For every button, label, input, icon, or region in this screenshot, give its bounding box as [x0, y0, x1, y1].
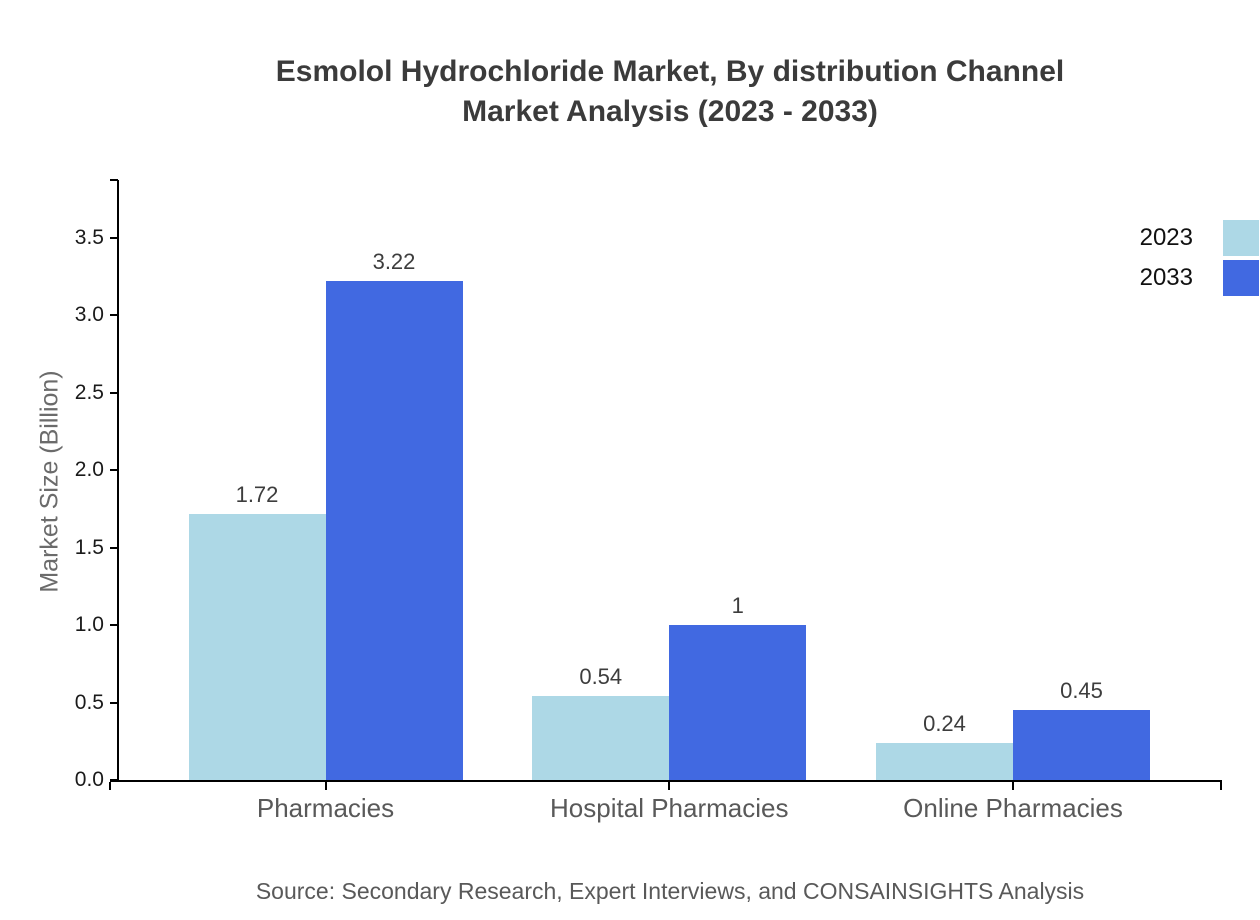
- chart-title: Esmolol Hydrochloride Market, By distrib…: [118, 52, 1222, 132]
- chart-title-line-2: Market Analysis (2023 - 2033): [462, 95, 878, 128]
- y-tick: [110, 624, 118, 627]
- bar-2023: [876, 742, 1013, 780]
- y-tick-label: 3.5: [74, 226, 104, 250]
- bar-2033: [325, 281, 463, 780]
- legend-item-2033: 2033: [1140, 260, 1259, 296]
- x-axis-line: [110, 780, 1222, 782]
- legend-label-2023: 2023: [1139, 224, 1193, 251]
- legend-swatch-2033: [1223, 260, 1259, 296]
- bar-2023: [188, 513, 326, 780]
- chart-title-line-1: Esmolol Hydrochloride Market, By distrib…: [275, 55, 1065, 88]
- y-tick: [110, 779, 118, 781]
- bar-value-label: 1.72: [235, 481, 279, 507]
- x-category-label: Hospital Pharmacies: [550, 793, 789, 823]
- y-tick: [110, 237, 118, 240]
- y-tick: [110, 391, 118, 394]
- legend: 2023 2033: [1140, 220, 1259, 300]
- x-tick: [1012, 782, 1014, 790]
- bar-value-label: 0.24: [923, 710, 966, 736]
- y-tick-label: 2.5: [74, 380, 104, 404]
- x-category-label: Pharmacies: [256, 793, 395, 823]
- y-tick-label: 1.0: [74, 613, 104, 637]
- bar-2033: [669, 625, 807, 780]
- y-tick: [110, 469, 118, 472]
- y-tick: [110, 701, 118, 704]
- bar-value-label: 1: [731, 593, 744, 619]
- source-attribution: Source: Secondary Research, Expert Inter…: [255, 878, 1085, 904]
- y-tick: [110, 546, 118, 549]
- x-category-label: Online Pharmacies: [903, 793, 1123, 823]
- bar-value-label: 3.22: [372, 249, 416, 275]
- legend-item-2023: 2023: [1140, 220, 1259, 256]
- bar-2033: [1013, 710, 1150, 780]
- y-tick-label: 0.0: [74, 768, 104, 791]
- bar-2023: [532, 696, 670, 780]
- y-tick-label: 2.0: [74, 458, 104, 482]
- y-tick-label: 1.5: [74, 535, 104, 559]
- y-tick: [110, 314, 118, 317]
- y-axis-top-tick: [110, 179, 118, 181]
- bar-value-label: 0.45: [1060, 678, 1103, 704]
- x-axis-left-tick: [109, 782, 111, 790]
- y-tick-label: 3.0: [74, 303, 104, 327]
- x-axis-right-tick: [1220, 782, 1222, 790]
- x-tick: [324, 782, 327, 790]
- y-tick-label: 0.5: [74, 690, 104, 714]
- bar-value-label: 0.54: [579, 664, 623, 690]
- x-tick: [668, 782, 671, 790]
- y-axis-line: [117, 180, 119, 782]
- legend-label-2033: 2033: [1139, 264, 1193, 291]
- legend-swatch-2023: [1223, 220, 1259, 256]
